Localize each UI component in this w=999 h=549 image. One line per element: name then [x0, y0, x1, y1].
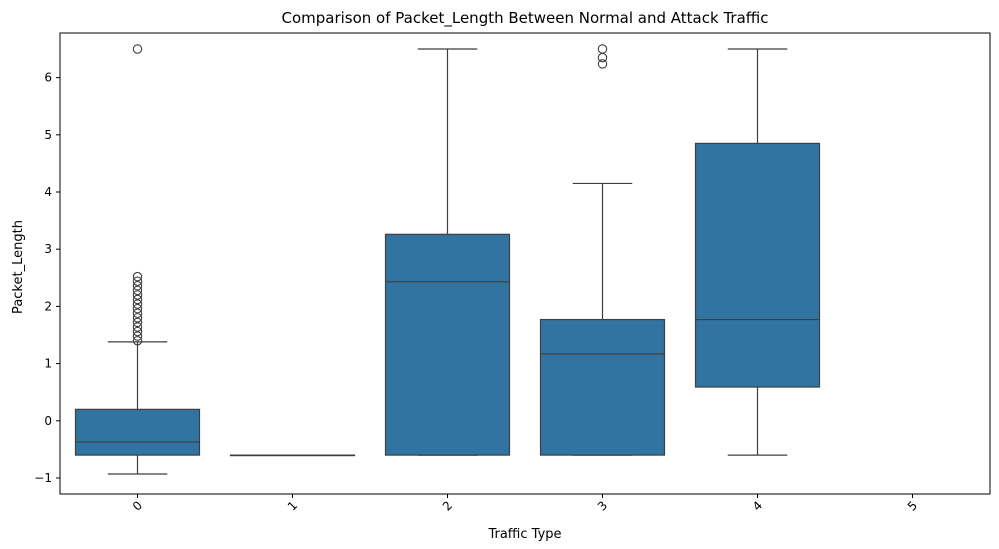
plot-area — [74, 44, 821, 475]
outlier-point — [132, 303, 143, 314]
outlier-point — [132, 290, 143, 300]
box-1 — [229, 454, 356, 457]
y-tick-label: 0 — [44, 414, 52, 428]
outlier-point — [597, 59, 608, 69]
x-axis-label: Traffic Type — [487, 527, 561, 542]
outlier-point — [132, 294, 143, 305]
box-4 — [694, 48, 821, 456]
x-tick-label: 3 — [595, 498, 610, 513]
outlier-point — [597, 44, 608, 54]
outlier-point — [132, 326, 143, 337]
x-tick-label: 5 — [905, 498, 920, 513]
outlier-point — [132, 299, 143, 309]
outlier-point — [132, 285, 143, 296]
plot-frame — [59, 32, 991, 495]
outlier-point — [132, 276, 143, 286]
y-tick-label: 4 — [44, 185, 52, 199]
x-tick-label: 2 — [440, 498, 455, 513]
y-tick-label: 5 — [44, 128, 52, 142]
outlier-point — [132, 271, 143, 282]
y-tick-label: 3 — [44, 242, 52, 256]
box-3 — [539, 44, 666, 456]
outlier-point — [132, 44, 143, 54]
x-tick-label: 0 — [130, 498, 145, 513]
x-tick-label: 4 — [750, 498, 765, 513]
iqr-box — [384, 233, 511, 456]
y-axis-label: Packet_Length — [11, 220, 26, 314]
x-axis: 0 1 2 3 4 5 — [130, 494, 920, 514]
iqr-box — [539, 318, 666, 456]
outlier-point — [132, 322, 143, 332]
outlier-point — [597, 52, 608, 63]
y-tick-label: 2 — [44, 299, 52, 313]
y-tick-label: −1 — [34, 471, 52, 485]
iqr-box — [74, 408, 201, 456]
x-tick-label: 1 — [285, 498, 300, 513]
outlier-point — [132, 313, 143, 323]
y-tick-label: 1 — [44, 357, 52, 371]
y-tick-label: 6 — [44, 71, 52, 85]
y-axis: −1 0 1 2 3 4 5 6 — [34, 71, 60, 485]
outlier-point — [132, 335, 143, 346]
outlier-point — [132, 317, 143, 328]
outlier-point — [132, 308, 143, 319]
outlier-point — [132, 331, 143, 341]
chart-title: Comparison of Packet_Length Between Norm… — [281, 9, 768, 28]
iqr-box — [694, 142, 821, 388]
box-2 — [384, 48, 511, 456]
box-0 — [74, 44, 201, 475]
outlier-point — [132, 281, 143, 291]
